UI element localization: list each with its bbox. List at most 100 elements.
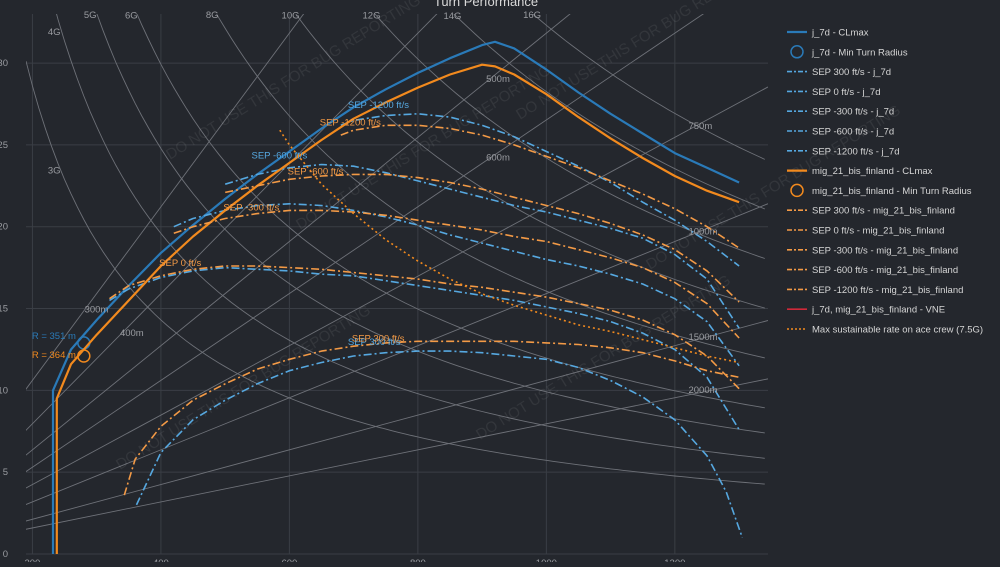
radius-line [26,378,768,530]
series-line [135,350,744,538]
radius-line [26,203,768,506]
load-factor-line [26,60,765,485]
sep-label: SEP -1200 ft/s [348,100,409,111]
x-tick-label: 600 [281,558,297,562]
load-factor-line [216,14,765,359]
legend-swatch [790,45,804,59]
radius-label: 500m [486,74,510,85]
load-factor-line [374,14,765,259]
y-tick-label: 10 [0,385,8,396]
load-factor-label: 12G [363,11,381,22]
legend-label: j_7d - CLmax [811,28,869,39]
load-factor-line [96,14,765,434]
sep-label: SEP -600 ft/s [252,151,308,162]
sep-label: SEP -1200 ft/s [320,117,381,128]
series-line [55,63,740,554]
legend-item[interactable]: SEP 300 ft/s - j_7d [787,67,891,78]
load-factor-label: 8G [206,10,219,21]
legend-label: mig_21_bis_finland - CLmax [812,166,933,177]
series-line [173,209,740,339]
series-line [340,124,740,249]
legend-item[interactable]: j_7d, mig_21_bis_finland - VNE [787,305,945,316]
radius-line [26,14,704,473]
load-factor-line [532,14,765,160]
y-tick-label: 5 [3,467,8,478]
legend-label: SEP -1200 ft/s - mig_21_bis_finland [812,285,963,296]
load-factor-label: 5G [84,10,97,21]
min-radius-marker [77,349,91,363]
load-factor-label: 14G [443,11,461,22]
y-tick-label: 30 [0,58,8,69]
radius-line [26,14,438,431]
series-line [109,265,740,390]
y-tick-label: 15 [0,304,8,315]
legend-label: SEP 0 ft/s - mig_21_bis_finland [812,226,944,237]
legend-item[interactable]: mig_21_bis_finland - Min Turn Radius [790,183,972,198]
legend-label: SEP -300 ft/s - mig_21_bis_finland [812,245,958,256]
radius-label: 750m [688,121,712,132]
load-factor-label: 10G [282,10,300,21]
sep-label: SEP -300 ft/s [223,202,279,213]
legend-item[interactable]: j_7d - CLmax [787,28,869,39]
radius-label: 400m [120,328,144,339]
legend-label: SEP -600 ft/s - j_7d [812,127,894,138]
x-tick-label: 400 [153,558,169,562]
legend-item[interactable]: SEP -1200 ft/s - j_7d [787,146,900,157]
sep-label: SEP 0 ft/s [159,258,201,269]
legend-label: SEP -300 ft/s - j_7d [812,107,894,118]
y-tick-label: 25 [0,140,8,151]
legend-item[interactable]: SEP -600 ft/s - mig_21_bis_finland [787,265,958,276]
legend-label: SEP -600 ft/s - mig_21_bis_finland [812,265,958,276]
chart-title: Turn Performance [434,0,538,9]
radius-line [26,86,768,489]
min-radius-label: R = 364 m [32,350,76,361]
legend-label: mig_21_bis_finland - Min Turn Radius [812,186,972,197]
y-tick-label: 0 [3,549,8,560]
radius-label: 600m [486,152,510,163]
series-line [173,203,740,367]
sep-label: SEP 300 ft/s [352,333,405,344]
load-factor-label: 4G [48,27,61,38]
series-line [279,129,740,364]
radius-label: 1500m [688,332,717,343]
radius-line [26,320,768,522]
legend-swatch [790,183,804,198]
legend-item[interactable]: SEP -300 ft/s - mig_21_bis_finland [787,245,958,256]
legend-item[interactable]: SEP 0 ft/s - j_7d [787,87,880,98]
x-tick-label: 1000 [536,558,557,562]
load-factor-label: 6G [125,11,138,22]
legend-label: SEP 0 ft/s - j_7d [812,87,880,98]
series-line [340,113,740,267]
legend-item[interactable]: Max sustainable rate on ace crew (7.5G) [787,325,983,336]
legend-label: j_7d, mig_21_bis_finland - VNE [811,305,945,316]
legend-item[interactable]: SEP -600 ft/s - j_7d [787,127,894,138]
legend-item[interactable]: SEP 0 ft/s - mig_21_bis_finland [787,226,944,237]
legend-item[interactable]: j_7d - Min Turn Radius [790,45,908,59]
legend-label: SEP 300 ft/s - j_7d [812,67,891,78]
load-factor-line [453,14,765,210]
x-tick-label: 1200 [664,558,685,562]
legend-label: SEP 300 ft/s - mig_21_bis_finland [812,206,955,217]
load-factor-line [136,14,765,409]
load-factor-label: 16G [523,10,541,21]
load-factor-line [56,14,765,459]
legend-item[interactable]: SEP 300 ft/s - mig_21_bis_finland [787,206,955,217]
radius-line [26,14,571,456]
sep-label: SEP 300 ft/s [348,337,401,348]
legend-item[interactable]: mig_21_bis_finland - CLmax [787,166,933,177]
radius-line [26,14,305,390]
load-factor-label: 3G [48,165,61,176]
radius-label: 300m [85,304,109,315]
legend-item[interactable]: SEP -300 ft/s - j_7d [787,107,894,118]
series-line [109,266,740,431]
y-tick-label: 20 [0,222,8,233]
series-line [225,173,740,303]
radius-label: 1000m [688,227,717,238]
x-tick-label: 800 [410,558,426,562]
legend-label: SEP -1200 ft/s - j_7d [812,146,900,157]
radius-label: 2000m [688,385,717,396]
legend-item[interactable]: SEP -1200 ft/s - mig_21_bis_finland [787,285,963,296]
sep-label: SEP -600 ft/s [288,166,344,177]
